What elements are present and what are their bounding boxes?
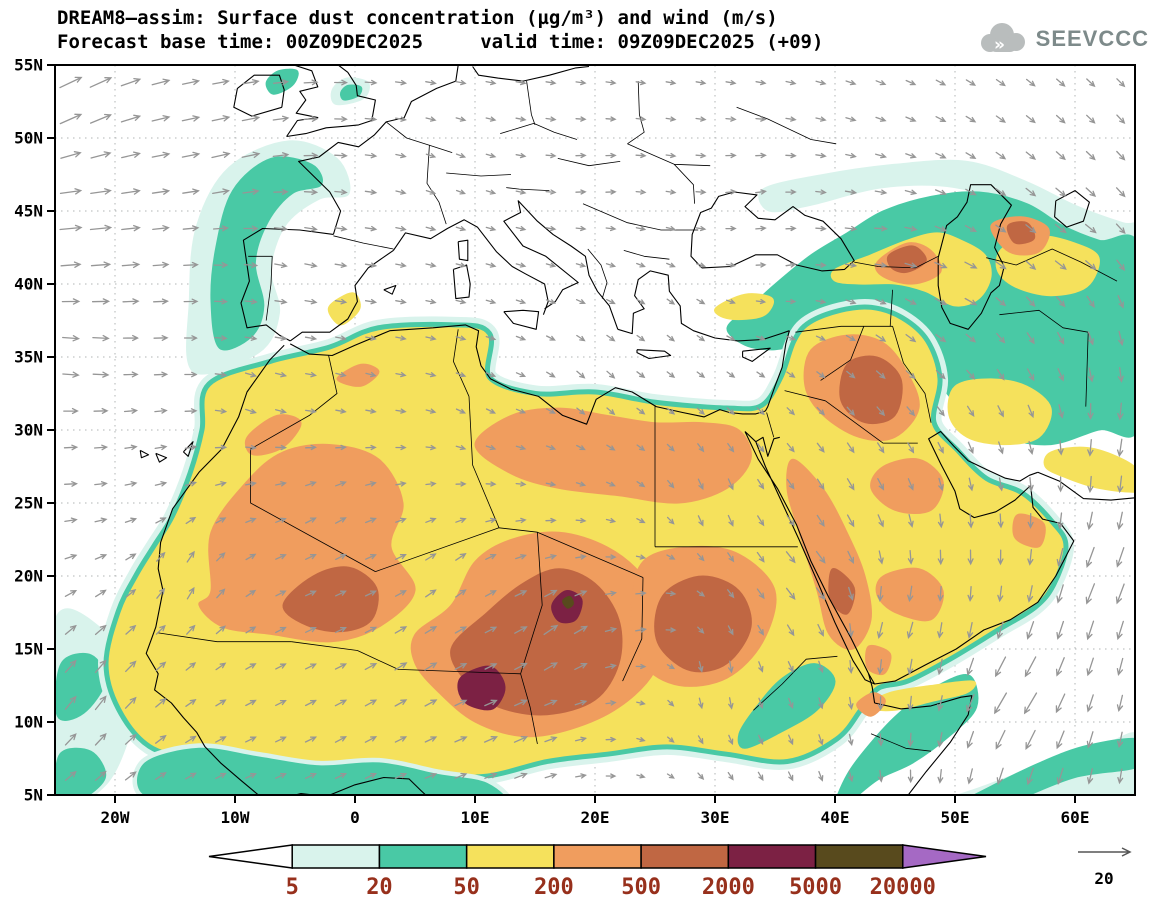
- x-axis-label: 0: [350, 808, 360, 827]
- x-axis-label: 10W: [221, 808, 250, 827]
- x-axis-label: 50E: [941, 808, 970, 827]
- dust-region-nalgeria-orange: [336, 363, 380, 387]
- colorbar-label: 20: [366, 875, 393, 900]
- dust-region-iraq-brown: [839, 355, 903, 425]
- dust-region-turkey-yellow: [714, 293, 774, 321]
- y-axis-label: 45N: [14, 202, 43, 221]
- colorbar-segment: [640, 844, 730, 869]
- dust-region-turkmen-brown: [1006, 221, 1036, 245]
- y-axis-label: 20N: [14, 567, 43, 586]
- x-axis-label: 60E: [1061, 808, 1090, 827]
- dust-region-ethiopia-teal: [737, 663, 836, 749]
- dust-region-djibouti-orange: [856, 692, 886, 717]
- dust-region-mali-brown: [282, 566, 379, 633]
- colorbar-segment: [208, 844, 293, 869]
- dust-region-chad-dark-core: [562, 595, 574, 609]
- cloud-icon: »: [980, 23, 1025, 55]
- colorbar-segment: [553, 844, 642, 869]
- colorbar-label: 50: [453, 875, 480, 900]
- y-axis-label: 55N: [14, 56, 43, 75]
- dust-region-horn-teal: [836, 674, 979, 795]
- colorbar-segment: [814, 844, 904, 869]
- colorbar-label: 20000: [870, 875, 936, 900]
- y-axis-label: 40N: [14, 275, 43, 294]
- x-axis-label: 30E: [701, 808, 730, 827]
- y-axis-label: 15N: [14, 640, 43, 659]
- plot-subtitle: Forecast base time: 00Z09DEC2025 valid t…: [57, 31, 824, 53]
- dust-region-somalia-offshore-teal: [972, 737, 1135, 795]
- axis-labels: 55N 50N 45N 40N 35N 30N 25N 20N 15N 10N 5N 20W 10W 0 1…: [14, 56, 1089, 828]
- colorbar-segment: [902, 844, 987, 869]
- y-axis-label: 50N: [14, 129, 43, 148]
- x-axis-label: 20E: [581, 808, 610, 827]
- colorbar-label: 200: [534, 875, 574, 900]
- wind-vector-field: [59, 76, 1126, 786]
- wind-reference: 20: [1078, 847, 1132, 888]
- y-axis-label: 10N: [14, 713, 43, 732]
- colorbar-label: 5: [286, 875, 299, 900]
- dust-region-oman-orange: [1012, 513, 1046, 548]
- wind-reference-label: 20: [1094, 869, 1113, 888]
- svg-text:»: »: [994, 35, 1005, 55]
- colorbar-segment: [727, 844, 817, 869]
- dust-region-redsea-brown: [828, 568, 856, 615]
- country-borders: [158, 81, 1118, 752]
- dust-region-iran-yellow: [947, 378, 1052, 446]
- dust-region-guinea-band-teal: [137, 747, 505, 795]
- plot-title: DREAM8—assim: Surface dust concentration…: [57, 7, 778, 29]
- dust-region-atl-sw-teal-2: [55, 747, 107, 795]
- seevccc-logo: » SEEVCCC: [977, 22, 1149, 56]
- colorbar-label: 2000: [702, 875, 755, 900]
- dust-region-rubalkhali-orange: [875, 567, 944, 622]
- dust-field: [55, 68, 1135, 795]
- colorbar-label: 500: [621, 875, 661, 900]
- y-axis-label: 25N: [14, 494, 43, 513]
- dust-region-makran-yellow: [1043, 446, 1135, 493]
- colorbar-segment: [378, 844, 468, 869]
- x-axis-label: 40E: [821, 808, 850, 827]
- x-axis-label: 20W: [101, 808, 130, 827]
- seevccc-logo-text: SEEVCCC: [1035, 26, 1149, 51]
- colorbar-segment: [465, 844, 555, 869]
- x-axis-label: 10E: [461, 808, 490, 827]
- y-axis-label: 5N: [24, 786, 43, 805]
- dust-region-portugal-band-teal: [210, 156, 323, 351]
- dust-region-saudi-orange: [870, 458, 944, 515]
- wind-reference-arrow: [1078, 847, 1132, 857]
- dust-region-morocco-orange: [244, 414, 302, 456]
- dust-region-libya-egypt-orange: [474, 407, 752, 504]
- y-axis-label: 30N: [14, 421, 43, 440]
- colorbar-label: 5000: [789, 875, 842, 900]
- dust-region-yemen-orange: [865, 645, 892, 676]
- dust-region-somalia-coast-yellow: [864, 680, 977, 712]
- dust-region-sudan-brown: [654, 575, 752, 673]
- y-axis-label: 35N: [14, 348, 43, 367]
- colorbar: 5 20 50 200 500 2000 5000 20000: [208, 844, 987, 900]
- colorbar-segment: [291, 844, 381, 869]
